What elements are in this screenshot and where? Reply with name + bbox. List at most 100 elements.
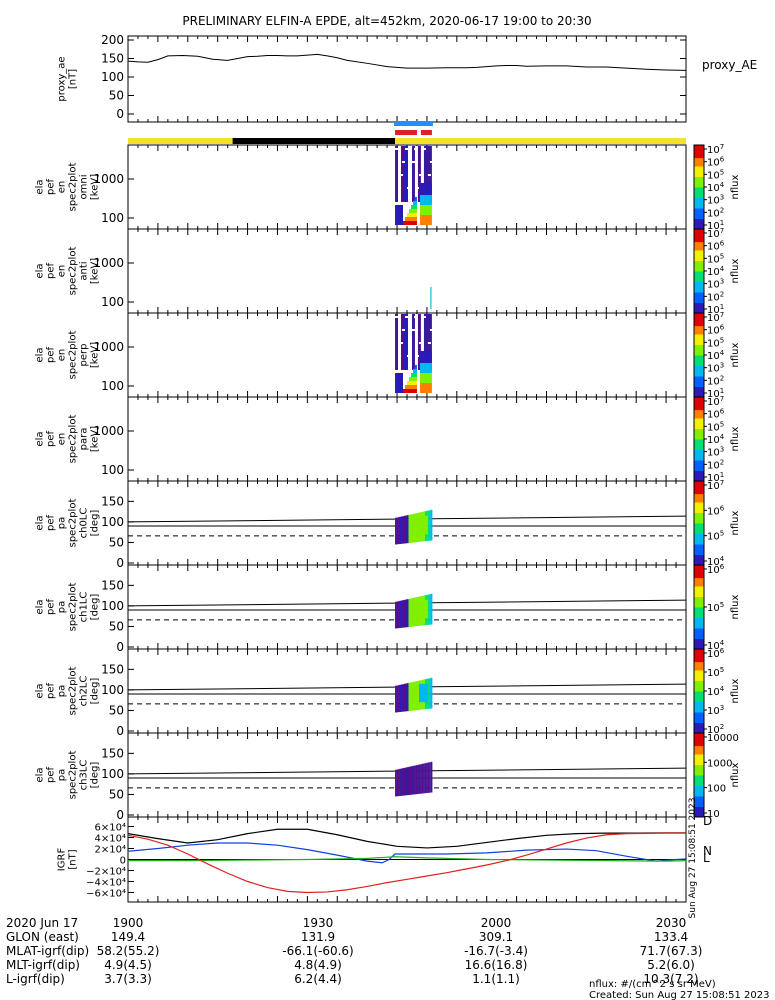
ela-pef-en-spec2plot-para-colorbar-tick-label: 102 (707, 458, 724, 471)
ela-pef-en-spec2plot-anti-colorbar-cell (694, 254, 704, 257)
ela-pef-pa-spec2plot-ch0LC-colorbar-cell (694, 548, 704, 551)
ela-pef-en-spec2plot-perp-colorbar-tick-label: 106 (707, 324, 725, 337)
ela-pef-pa-spec2plot-ch3LC-data-cell (424, 763, 427, 794)
ela-pef-pa-spec2plot-ch0LC-colorbar-cell (694, 537, 704, 541)
ela-pef-en-spec2plot-omni-data-cell (412, 161, 415, 163)
ela-pef-en-spec2plot-anti-colorbar-cell (694, 250, 704, 253)
ela-pef-en-spec2plot-omni-colorbar-cell (694, 191, 704, 194)
footer-row-value: -16.7(-3.4) (464, 944, 528, 958)
ela-pef-pa-spec2plot-ch3LC-ytick-label: 50 (109, 787, 124, 801)
ela-pef-pa-spec2plot-ch3LC-colorbar-cell (694, 754, 704, 757)
ela-pef-pa-spec2plot-ch3LC-ylabel-0: ela (35, 767, 46, 782)
ela-pef-pa-spec2plot-ch2LC-colorbar-cell (694, 722, 704, 726)
ela-pef-pa-spec2plot-ch2LC-colorbar-cell (694, 712, 704, 715)
ela-pef-pa-spec2plot-ch2LC-colorbar-cell (694, 651, 704, 654)
ela-pef-en-spec2plot-perp-colorbar-cell (694, 340, 704, 343)
ela-pef-pa-spec2plot-ch2LC-ytick-label: 100 (101, 683, 124, 697)
ela-pef-pa-spec2plot-ch1LC-colorbar-cell (694, 581, 704, 585)
ela-pef-en-spec2plot-para-colorbar-cell (694, 430, 704, 434)
ela-pef-en-spec2plot-omni-data-cell (414, 146, 418, 202)
ela-pef-en-spec2plot-anti-ylabel-3: spec2plot (68, 247, 79, 296)
ela-pef-pa-spec2plot-ch0LC-data-cell (414, 513, 416, 543)
ela-pef-pa-spec2plot-ch0LC-colorbar-cell (694, 481, 704, 484)
ela-pef-pa-spec2plot-ch2LC-colorbar-cell (694, 726, 704, 730)
ela-pef-en-spec2plot-omni-data-cell (421, 161, 424, 163)
ela-pef-en-spec2plot-para-colorbar-cell (694, 462, 704, 465)
ela-pef-en-spec2plot-anti-colorbar-cell (694, 266, 704, 270)
ela-pef-en-spec2plot-omni-colorbar-cell (694, 166, 704, 169)
ela-pef-en-spec2plot-perp-data-cell (403, 389, 417, 393)
ela-pef-en-spec2plot-omni-colorbar-cell (694, 214, 704, 217)
ela-pef-pa-spec2plot-ch3LC-colorbar-cell (694, 772, 704, 776)
ela-pef-pa-spec2plot-ch3LC-ylabel-4: ch3LC (79, 760, 90, 791)
ela-pef-pa-spec2plot-ch1LC-colorbar-cell (694, 625, 704, 629)
ela-pef-pa-spec2plot-ch0LC-ylabel-1: pef (46, 515, 57, 532)
ela-pef-pa-spec2plot-ch1LC-ylabel-5: [deg] (90, 594, 101, 621)
ela-pef-pa-spec2plot-ch1LC-ylabel-3: spec2plot (68, 583, 79, 632)
ela-pef-en-spec2plot-perp-colorbar-cell (694, 329, 704, 333)
ela-pef-en-spec2plot-omni-colorbar-cell (694, 199, 704, 203)
ela-pef-pa-spec2plot-ch3LC-colorbar-cell (694, 745, 704, 749)
ela-pef-en-spec2plot-anti-colorbar-tick-label: 104 (707, 265, 725, 278)
ela-pef-pa-spec2plot-ch3LC-ylabel-3: spec2plot (68, 751, 79, 800)
ela-pef-en-spec2plot-omni-colorbar-cell (694, 178, 704, 182)
ela-pef-pa-spec2plot-ch2LC-colorbar-cell (694, 699, 704, 702)
ela-pef-pa-spec2plot-ch2LC-colorbar-cell (694, 688, 704, 692)
ela-pef-en-spec2plot-para-colorbar-cell (694, 445, 704, 448)
igrf-ytick-label: −2×10⁴ (86, 867, 126, 878)
ela-pef-en-spec2plot-perp-data-cell (411, 373, 417, 377)
ela-pef-en-spec2plot-omni-colorbar-cell (694, 187, 704, 190)
ela-pef-pa-spec2plot-ch0LC-colorbar-label: nflux (730, 510, 741, 535)
ela-pef-pa-spec2plot-ch0LC-ylabel-5: [deg] (90, 510, 101, 537)
proxy-ae-ytick-label: 150 (101, 52, 124, 66)
ela-pef-pa-spec2plot-ch1LC-data-cell (427, 594, 430, 625)
ela-pef-pa-spec2plot-ch1LC-colorbar-cell (694, 575, 704, 579)
ela-pef-en-spec2plot-para-colorbar-cell (694, 426, 704, 429)
ela-pef-en-spec2plot-omni-colorbar-cell (694, 149, 704, 152)
ela-pef-pa-spec2plot-ch2LC-colorbar-cell (694, 714, 704, 717)
ela-pef-en-spec2plot-perp-colorbar-cell (694, 386, 704, 390)
ela-pef-pa-spec2plot-ch3LC-data-cell (411, 766, 413, 795)
ela-pef-en-spec2plot-para-colorbar-cell (694, 411, 704, 415)
ela-pef-pa-spec2plot-ch3LC-colorbar-cell (694, 800, 704, 803)
ela-pef-en-spec2plot-omni-data-cell (409, 209, 417, 213)
ela-pef-en-spec2plot-perp-colorbar-cell (694, 373, 704, 377)
ela-pef-pa-spec2plot-ch3LC-colorbar-cell (694, 812, 704, 816)
ela-pef-en-spec2plot-omni-colorbar-tick-label: 102 (707, 206, 724, 219)
ela-pef-en-spec2plot-perp-ylabel-3: spec2plot (68, 331, 79, 380)
ela-pef-en-spec2plot-omni-colorbar-cell (694, 189, 704, 192)
ela-pef-en-spec2plot-omni-data-cell (420, 146, 424, 202)
ela-pef-en-spec2plot-omni-ylabel-3: spec2plot (68, 163, 79, 212)
ela-pef-pa-spec2plot-ch3LC-colorbar-cell (694, 758, 704, 761)
footer-row-value: 133.4 (654, 930, 688, 944)
ela-pef-en-spec2plot-perp-colorbar-cell (694, 369, 704, 373)
footer-row-value: 4.8(4.9) (294, 958, 342, 972)
ela-pef-en-spec2plot-perp-data-cell (409, 342, 412, 344)
ela-pef-en-spec2plot-para-colorbar-cell (694, 399, 704, 402)
ela-pef-pa-spec2plot-ch1LC-colorbar-cell (694, 604, 704, 608)
ela-pef-pa-spec2plot-ch3LC-ytick-label: 100 (101, 767, 124, 781)
ela-pef-en-spec2plot-omni-data-cell (409, 174, 412, 176)
ela-pef-en-spec2plot-perp-data-cell (430, 329, 433, 331)
ela-pef-pa-spec2plot-ch3LC-colorbar-cell (694, 762, 704, 765)
ela-pef-en-spec2plot-anti-colorbar-tick-label: 105 (707, 252, 724, 265)
igrf-ytick-label: 0 (120, 856, 126, 867)
ela-pef-en-spec2plot-perp-colorbar-cell (694, 357, 704, 360)
ela-pef-en-spec2plot-perp-colorbar-cell (694, 321, 704, 324)
ela-pef-pa-spec2plot-ch0LC-colorbar-cell (694, 527, 704, 530)
ela-pef-en-spec2plot-omni-colorbar-cell (694, 180, 704, 184)
ela-pef-pa-spec2plot-ch1LC-colorbar-cell (694, 644, 704, 648)
ela-pef-pa-spec2plot-ch3LC-colorbar-cell (694, 735, 704, 738)
ela-pef-pa-spec2plot-ch1LC-colorbar-cell (694, 609, 704, 612)
ela-pef-pa-spec2plot-ch0LC-data-cell (417, 512, 419, 542)
ela-pef-pa-spec2plot-ch1LC-colorbar-cell (694, 596, 704, 600)
ela-pef-pa-spec2plot-ch1LC-colorbar-cell (694, 615, 704, 618)
ela-pef-pa-spec2plot-ch1LC-colorbar-cell (694, 583, 704, 587)
ela-pef-pa-spec2plot-ch1LC-colorbar-cell (694, 579, 704, 583)
ela-pef-pa-spec2plot-ch3LC-colorbar-cell (694, 789, 704, 793)
ela-pef-pa-spec2plot-ch3LC-data-cell (399, 768, 402, 796)
ela-pef-pa-spec2plot-ch1LC-colorbar-cell (694, 623, 704, 627)
proxy-ae-ytick-label: 200 (101, 33, 124, 47)
ela-pef-en-spec2plot-omni-colorbar-cell (694, 174, 704, 177)
igrf-ytick-label: −4×10⁴ (86, 878, 126, 889)
